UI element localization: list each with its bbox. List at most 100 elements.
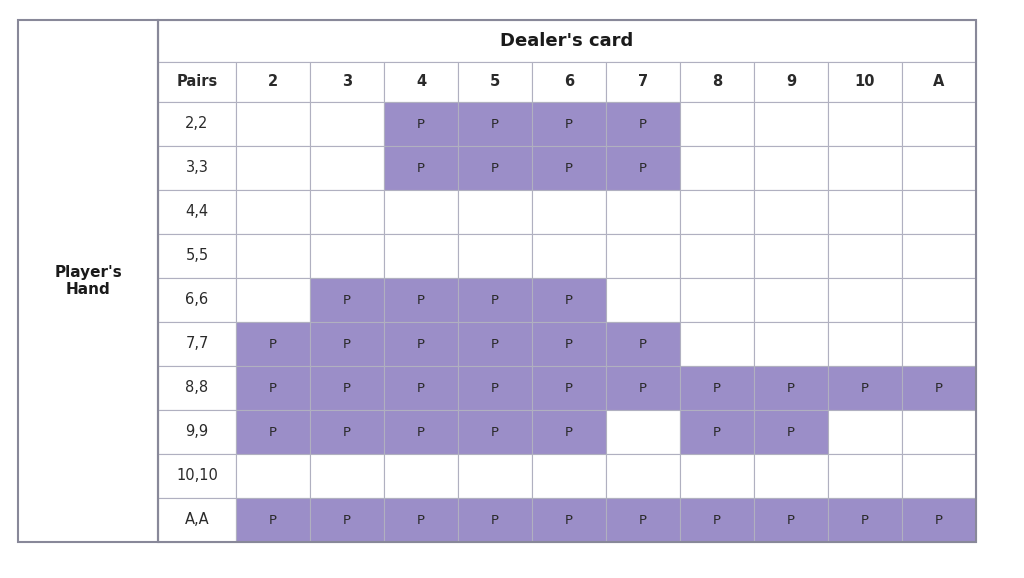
Text: P: P: [935, 381, 943, 395]
Text: 7,7: 7,7: [185, 336, 209, 351]
Bar: [236, 278, 310, 322]
Bar: [384, 146, 458, 190]
Bar: [158, 366, 236, 410]
Bar: [384, 190, 458, 234]
Bar: [384, 322, 458, 366]
Text: P: P: [417, 513, 425, 527]
Text: 6,6: 6,6: [185, 292, 209, 307]
Text: P: P: [787, 381, 795, 395]
Bar: [902, 498, 976, 542]
Bar: [532, 234, 606, 278]
Bar: [754, 410, 828, 454]
Bar: [310, 62, 384, 102]
Bar: [754, 62, 828, 102]
Text: Dealer's card: Dealer's card: [501, 32, 634, 50]
Bar: [18, 20, 158, 542]
Bar: [532, 278, 606, 322]
Text: 7: 7: [638, 75, 648, 90]
Bar: [384, 498, 458, 542]
Bar: [828, 62, 902, 102]
Bar: [458, 410, 532, 454]
Text: P: P: [490, 425, 499, 439]
Bar: [828, 102, 902, 146]
Bar: [532, 366, 606, 410]
Text: P: P: [639, 513, 647, 527]
Bar: [902, 410, 976, 454]
Bar: [680, 278, 754, 322]
Text: P: P: [343, 338, 351, 350]
Text: 8: 8: [712, 75, 722, 90]
Bar: [532, 62, 606, 102]
Bar: [680, 190, 754, 234]
Bar: [458, 322, 532, 366]
Bar: [158, 146, 236, 190]
Text: P: P: [269, 425, 278, 439]
Text: P: P: [490, 117, 499, 131]
Text: 3: 3: [342, 75, 352, 90]
Bar: [458, 498, 532, 542]
Bar: [606, 278, 680, 322]
Text: P: P: [639, 381, 647, 395]
Bar: [680, 498, 754, 542]
Bar: [902, 102, 976, 146]
Text: P: P: [490, 161, 499, 175]
Bar: [606, 102, 680, 146]
Bar: [828, 322, 902, 366]
Text: 4: 4: [416, 75, 426, 90]
Text: 4,4: 4,4: [185, 205, 209, 220]
Bar: [310, 498, 384, 542]
Bar: [158, 20, 976, 542]
Bar: [754, 102, 828, 146]
Bar: [458, 190, 532, 234]
Text: P: P: [787, 425, 795, 439]
Text: 9: 9: [786, 75, 796, 90]
Bar: [310, 410, 384, 454]
Bar: [236, 410, 310, 454]
Bar: [902, 190, 976, 234]
Bar: [158, 454, 236, 498]
Bar: [754, 146, 828, 190]
Text: 10,10: 10,10: [176, 469, 218, 484]
Bar: [310, 102, 384, 146]
Bar: [158, 322, 236, 366]
Bar: [680, 454, 754, 498]
Bar: [828, 410, 902, 454]
Bar: [680, 62, 754, 102]
Bar: [236, 498, 310, 542]
Bar: [828, 498, 902, 542]
Text: P: P: [269, 381, 278, 395]
Bar: [384, 102, 458, 146]
Bar: [158, 410, 236, 454]
Bar: [606, 190, 680, 234]
Bar: [828, 234, 902, 278]
Bar: [158, 62, 236, 102]
Text: 2: 2: [268, 75, 279, 90]
Bar: [158, 278, 236, 322]
Bar: [158, 20, 976, 62]
Bar: [680, 146, 754, 190]
Bar: [310, 146, 384, 190]
Text: A: A: [933, 75, 945, 90]
Text: P: P: [565, 161, 573, 175]
Text: P: P: [565, 513, 573, 527]
Bar: [680, 366, 754, 410]
Text: A,A: A,A: [184, 513, 209, 528]
Text: P: P: [565, 338, 573, 350]
Text: P: P: [565, 117, 573, 131]
Bar: [754, 366, 828, 410]
Bar: [902, 278, 976, 322]
Bar: [902, 234, 976, 278]
Bar: [680, 102, 754, 146]
Bar: [606, 234, 680, 278]
Text: P: P: [935, 513, 943, 527]
Bar: [236, 322, 310, 366]
Text: P: P: [713, 513, 721, 527]
Bar: [532, 410, 606, 454]
Bar: [532, 190, 606, 234]
Bar: [606, 454, 680, 498]
Text: P: P: [787, 513, 795, 527]
Bar: [606, 410, 680, 454]
Text: P: P: [417, 117, 425, 131]
Bar: [236, 454, 310, 498]
Bar: [384, 234, 458, 278]
